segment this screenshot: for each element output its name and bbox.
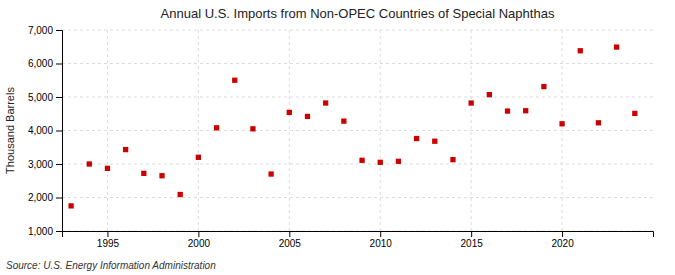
tick: 5,000 bbox=[28, 92, 62, 103]
tick-label: 3,000 bbox=[28, 159, 53, 170]
tick: 2005 bbox=[279, 231, 302, 249]
point bbox=[596, 120, 601, 125]
tick-label: 2020 bbox=[551, 238, 574, 249]
tick-label: 2015 bbox=[461, 238, 484, 249]
tick-mark bbox=[471, 231, 472, 237]
point bbox=[68, 203, 73, 208]
point bbox=[159, 173, 164, 178]
chart: 1995 2000 2005 2010 2015 2020 1,000 2,000 3,000 4… bbox=[0, 0, 675, 275]
tick-label: 5,000 bbox=[28, 92, 53, 103]
tick-label: 2005 bbox=[279, 238, 302, 249]
point bbox=[232, 78, 237, 83]
point bbox=[505, 108, 510, 113]
y-axis: 1,000 2,000 3,000 4,000 5,000 6,000 7,000 bbox=[28, 25, 63, 237]
point bbox=[396, 159, 401, 164]
tick-mark bbox=[56, 64, 62, 65]
point bbox=[432, 139, 437, 144]
grid-line bbox=[62, 63, 653, 64]
point bbox=[178, 192, 183, 197]
point bbox=[578, 48, 583, 53]
point bbox=[250, 126, 255, 131]
tick: 6,000 bbox=[28, 58, 62, 69]
tick: 2010 bbox=[370, 231, 393, 249]
point bbox=[268, 171, 273, 176]
point bbox=[87, 161, 92, 166]
grid bbox=[62, 30, 653, 231]
point bbox=[105, 166, 110, 171]
tick-mark bbox=[56, 131, 62, 132]
tick: 2,000 bbox=[28, 192, 62, 203]
tick-label: 6,000 bbox=[28, 58, 53, 69]
grid-line bbox=[289, 30, 290, 231]
point bbox=[378, 160, 383, 165]
tick-mark bbox=[289, 231, 290, 237]
tick-label: 1995 bbox=[97, 238, 120, 249]
tick-label: 4,000 bbox=[28, 125, 53, 136]
point bbox=[414, 136, 419, 141]
point bbox=[469, 100, 474, 105]
grid-line bbox=[62, 164, 653, 165]
grid-line bbox=[107, 30, 108, 231]
tick: 4,000 bbox=[28, 125, 62, 136]
tick-mark bbox=[107, 231, 108, 237]
point bbox=[487, 92, 492, 97]
tick: 1995 bbox=[97, 231, 120, 249]
tick-mark bbox=[56, 231, 62, 232]
axis-line bbox=[56, 31, 63, 232]
axis-line bbox=[63, 232, 654, 238]
point bbox=[141, 171, 146, 176]
grid-line bbox=[62, 30, 653, 31]
tick: 2000 bbox=[188, 231, 211, 249]
point bbox=[123, 147, 128, 152]
point bbox=[341, 118, 346, 123]
title: Annual U.S. Imports from Non-OPEC Countr… bbox=[161, 6, 555, 21]
tick-mark bbox=[56, 97, 62, 98]
tick-mark bbox=[198, 231, 199, 237]
tick-label: 2,000 bbox=[28, 192, 53, 203]
tick: 3,000 bbox=[28, 159, 62, 170]
point bbox=[287, 110, 292, 115]
y-label: Thousand Barrels bbox=[4, 87, 16, 174]
grid-line bbox=[198, 30, 199, 231]
tick: 2020 bbox=[551, 231, 574, 249]
tick-mark bbox=[56, 164, 62, 165]
point bbox=[214, 125, 219, 130]
tick-mark bbox=[56, 198, 62, 199]
tick-label: 1,000 bbox=[28, 226, 53, 237]
x-axis: 1995 2000 2005 2010 2015 2020 bbox=[63, 231, 654, 249]
point bbox=[323, 100, 328, 105]
annotation: Source: U.S. Energy Information Administ… bbox=[6, 260, 216, 271]
grid-line bbox=[62, 130, 653, 131]
point bbox=[541, 84, 546, 89]
tick-mark bbox=[562, 231, 563, 237]
tick-label: 2010 bbox=[370, 238, 393, 249]
point bbox=[305, 114, 310, 119]
point bbox=[359, 158, 364, 163]
point bbox=[632, 111, 637, 116]
tick-label: 7,000 bbox=[28, 25, 53, 36]
point bbox=[450, 157, 455, 162]
tick-mark bbox=[380, 231, 381, 237]
point bbox=[614, 44, 619, 49]
tick-label: 2000 bbox=[188, 238, 211, 249]
marks bbox=[68, 44, 637, 208]
grid-line bbox=[62, 97, 653, 98]
tick: 1,000 bbox=[28, 226, 62, 237]
tick-mark bbox=[56, 30, 62, 31]
point bbox=[196, 155, 201, 160]
point bbox=[523, 108, 528, 113]
tick: 7,000 bbox=[28, 25, 62, 36]
point bbox=[559, 121, 564, 126]
grid-line bbox=[62, 197, 653, 198]
plot: 1995 2000 2005 2010 2015 2020 1,000 2,000 3,000 4… bbox=[28, 25, 654, 249]
tick: 2015 bbox=[461, 231, 484, 249]
